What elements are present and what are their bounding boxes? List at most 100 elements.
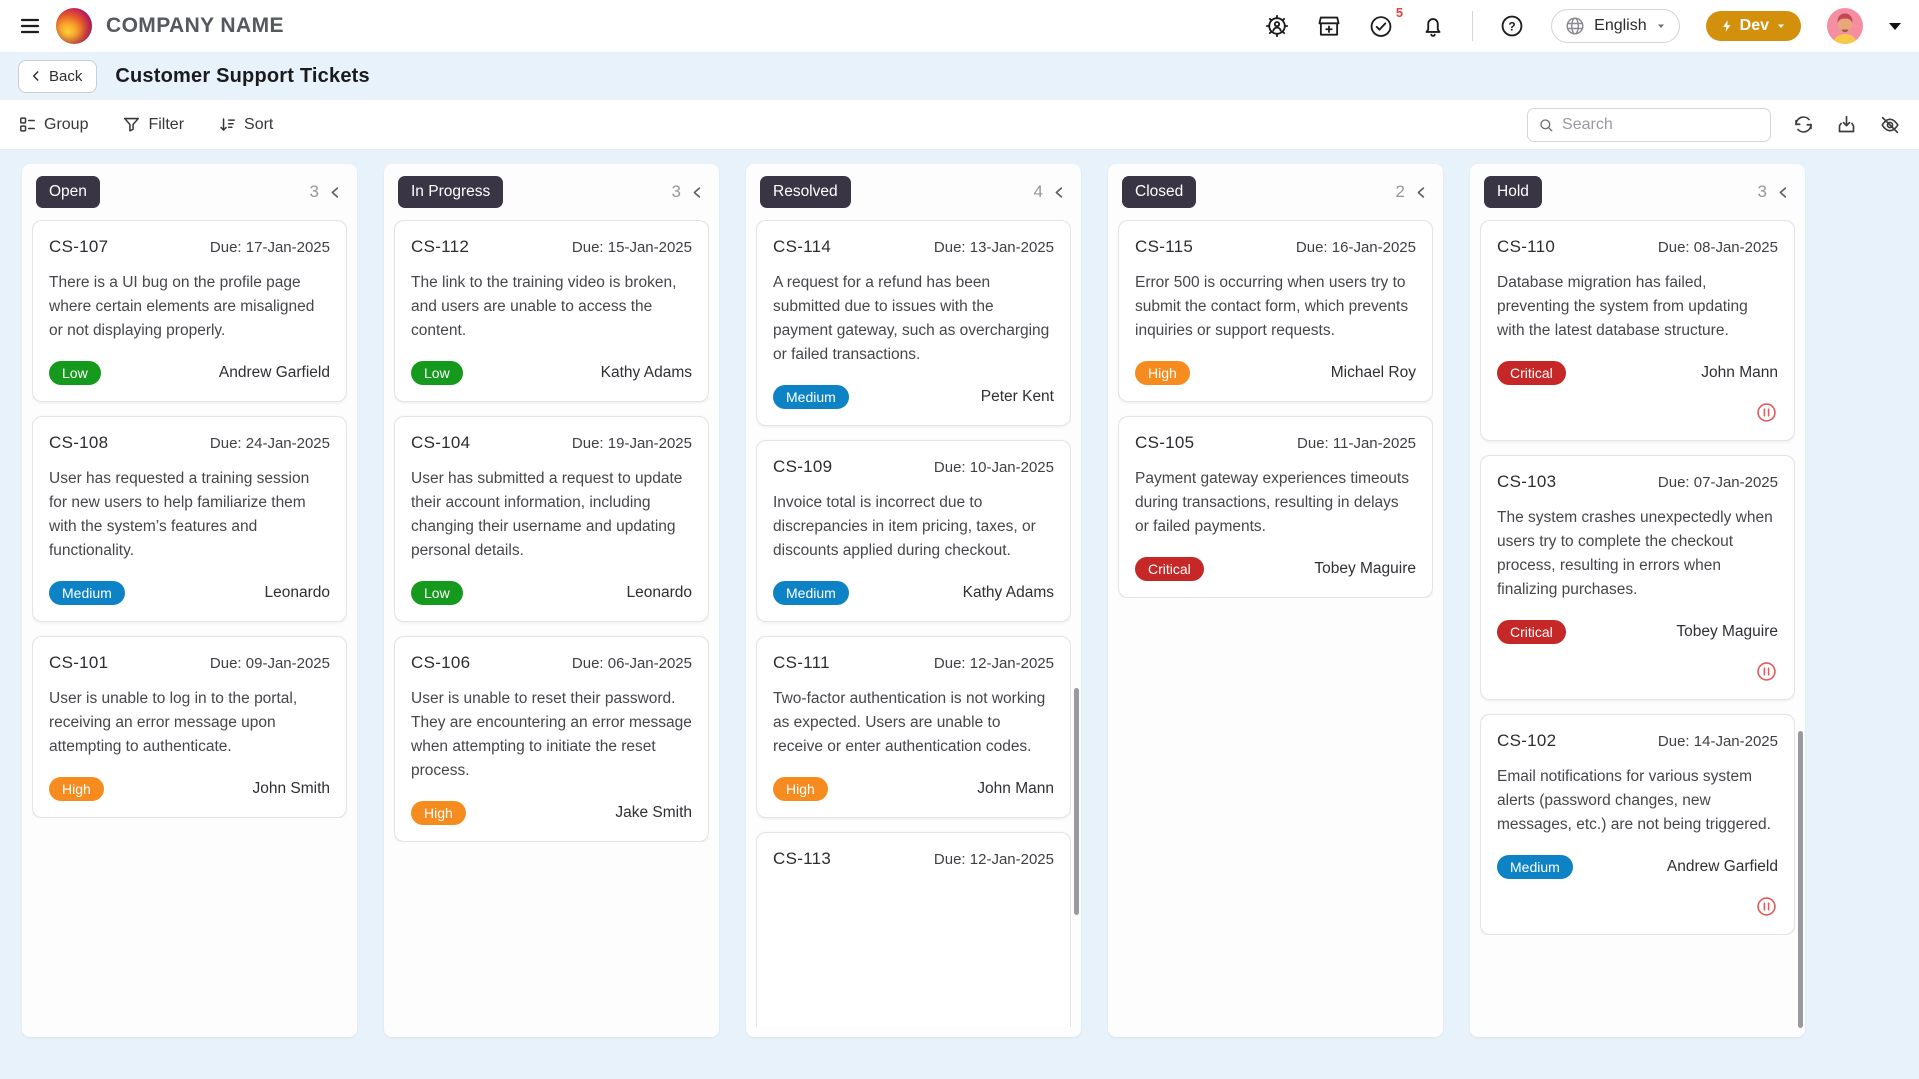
ticket-description: Database migration has failed, preventin… — [1497, 274, 1748, 340]
ticket-card[interactable]: CS-111 Due: 12-Jan-2025 Two-factor authe… — [756, 636, 1071, 819]
ticket-card[interactable]: CS-113 Due: 12-Jan-2025 — [756, 832, 1071, 1027]
ticket-description: User is unable to log in to the portal, … — [49, 690, 298, 756]
ticket-description: User has submitted a request to update t… — [411, 470, 683, 560]
sort-label: Sort — [244, 115, 274, 133]
search-input[interactable] — [1562, 115, 1760, 134]
ticket-card[interactable]: CS-102 Due: 14-Jan-2025 Email notificati… — [1480, 714, 1795, 936]
ticket-card[interactable]: CS-103 Due: 07-Jan-2025 The system crash… — [1480, 455, 1795, 701]
column-count: 2 — [1395, 182, 1405, 201]
page-header-bar: Back Customer Support Tickets — [0, 52, 1919, 100]
ticket-assignee: Michael Roy — [1330, 364, 1416, 382]
priority-badge: Critical — [1135, 557, 1204, 582]
globe-icon — [1564, 15, 1586, 37]
ticket-card[interactable]: CS-107 Due: 17-Jan-2025 There is a UI bu… — [32, 220, 347, 403]
notifications-bell-icon[interactable] — [1420, 13, 1446, 39]
ticket-due-date: Due: 13-Jan-2025 — [933, 239, 1054, 256]
ticket-card[interactable]: CS-110 Due: 08-Jan-2025 Database migrati… — [1480, 220, 1795, 442]
column-cards: CS-107 Due: 17-Jan-2025 There is a UI bu… — [32, 220, 347, 819]
ticket-description: A request for a refund has been submitte… — [773, 274, 1050, 364]
ticket-assignee: John Mann — [977, 780, 1054, 798]
ticket-description: Two-factor authentication is not working… — [773, 690, 1046, 756]
ticket-card[interactable]: CS-106 Due: 06-Jan-2025 User is unable t… — [394, 636, 709, 843]
language-selector[interactable]: English — [1551, 9, 1680, 43]
export-download-icon[interactable] — [1836, 114, 1857, 135]
dev-environment-button[interactable]: Dev — [1705, 11, 1801, 41]
company-name: COMPANY NAME — [106, 14, 284, 37]
ticket-assignee: Jake Smith — [615, 804, 692, 822]
column-header: Closed 2 — [1118, 176, 1433, 220]
ticket-due-date: Due: 14-Jan-2025 — [1657, 733, 1778, 751]
ticket-card[interactable]: CS-104 Due: 19-Jan-2025 User has submitt… — [394, 416, 709, 623]
sort-button[interactable]: Sort — [218, 115, 273, 134]
user-avatar[interactable] — [1827, 8, 1863, 44]
ticket-due-date: Due: 10-Jan-2025 — [933, 459, 1054, 477]
column-count: 3 — [1757, 182, 1767, 201]
hide-eye-off-icon[interactable] — [1879, 114, 1901, 136]
sort-icon — [220, 118, 236, 132]
ticket-card[interactable]: CS-115 Due: 16-Jan-2025 Error 500 is occ… — [1118, 220, 1433, 403]
ticket-description: Payment gateway experiences timeouts dur… — [1135, 470, 1409, 536]
ticket-description: User is unable to reset their password. … — [411, 690, 692, 780]
tasks-check-icon[interactable]: 5 — [1368, 5, 1403, 39]
board-column: Resolved 4 CS-114 Due: 13-Jan-2025 A req… — [746, 164, 1081, 1037]
ticket-id: CS-111 — [773, 653, 830, 673]
ticket-card[interactable]: CS-101 Due: 09-Jan-2025 User is unable t… — [32, 636, 347, 819]
collapse-column-icon[interactable] — [328, 185, 343, 200]
collapse-column-icon[interactable] — [1776, 185, 1791, 200]
ticket-id: CS-107 — [49, 237, 109, 256]
ticket-card[interactable]: CS-109 Due: 10-Jan-2025 Invoice total is… — [756, 440, 1071, 623]
back-button[interactable]: Back — [18, 59, 98, 93]
column-title-badge: Open — [36, 176, 100, 208]
on-hold-pause-icon — [1757, 662, 1776, 681]
column-scrollbar[interactable] — [1798, 731, 1803, 1029]
search-icon — [1540, 118, 1553, 131]
ticket-id: CS-105 — [1135, 433, 1195, 453]
hamburger-menu-icon[interactable] — [18, 14, 42, 38]
board: Open 3 CS-107 Due: 17-Jan-2025 There is … — [0, 150, 1919, 1079]
ticket-id: CS-104 — [411, 433, 471, 453]
marketplace-store-icon[interactable] — [1316, 13, 1342, 39]
collapse-column-icon[interactable] — [1052, 185, 1067, 200]
profile-caret-icon[interactable] — [1889, 22, 1901, 30]
board-column: Closed 2 CS-115 Due: 16-Jan-2025 Error 5… — [1108, 164, 1443, 1037]
ticket-due-date: Due: 15-Jan-2025 — [571, 239, 692, 256]
priority-badge: Medium — [1497, 855, 1573, 880]
ticket-card[interactable]: CS-114 Due: 13-Jan-2025 A request for a … — [756, 220, 1071, 427]
ticket-id: CS-110 — [1497, 237, 1556, 256]
collapse-column-icon[interactable] — [1414, 185, 1429, 200]
ticket-id: CS-108 — [49, 433, 109, 453]
help-icon[interactable]: ? — [1499, 13, 1525, 39]
filter-label: Filter — [148, 115, 185, 133]
tasks-badge-count: 5 — [1395, 5, 1404, 20]
collapse-column-icon[interactable] — [690, 185, 705, 200]
ticket-due-date: Due: 16-Jan-2025 — [1295, 239, 1416, 256]
ticket-id: CS-113 — [773, 849, 832, 869]
group-label: Group — [44, 115, 89, 133]
column-title-badge: In Progress — [398, 176, 504, 208]
lightning-icon — [1722, 20, 1731, 32]
ticket-id: CS-114 — [773, 237, 832, 256]
ticket-id: CS-109 — [773, 457, 833, 477]
column-cards: CS-112 Due: 15-Jan-2025 The link to the … — [394, 220, 709, 843]
priority-badge: Critical — [1497, 620, 1566, 645]
ticket-id: CS-101 — [49, 653, 109, 673]
ticket-card[interactable]: CS-105 Due: 11-Jan-2025 Payment gateway … — [1118, 416, 1433, 599]
column-title-badge: Hold — [1484, 176, 1542, 208]
ticket-id: CS-103 — [1497, 472, 1557, 492]
group-button[interactable]: Group — [18, 115, 88, 134]
column-title-badge: Closed — [1122, 176, 1197, 208]
search-box[interactable] — [1527, 107, 1771, 142]
dev-caret-icon — [1778, 24, 1784, 28]
settings-gear-icon[interactable] — [1264, 13, 1290, 39]
filter-button[interactable]: Filter — [122, 115, 184, 134]
svg-text:?: ? — [1509, 19, 1516, 33]
ticket-card[interactable]: CS-108 Due: 24-Jan-2025 User has request… — [32, 416, 347, 623]
priority-badge: High — [49, 777, 104, 802]
refresh-icon[interactable] — [1793, 114, 1814, 135]
column-scrollbar[interactable] — [1074, 687, 1079, 915]
ticket-card[interactable]: CS-112 Due: 15-Jan-2025 The link to the … — [394, 220, 709, 403]
filter-funnel-icon — [124, 117, 140, 132]
back-label: Back — [49, 67, 83, 85]
column-cards: CS-115 Due: 16-Jan-2025 Error 500 is occ… — [1118, 220, 1433, 599]
column-title-badge: Resolved — [760, 176, 851, 208]
